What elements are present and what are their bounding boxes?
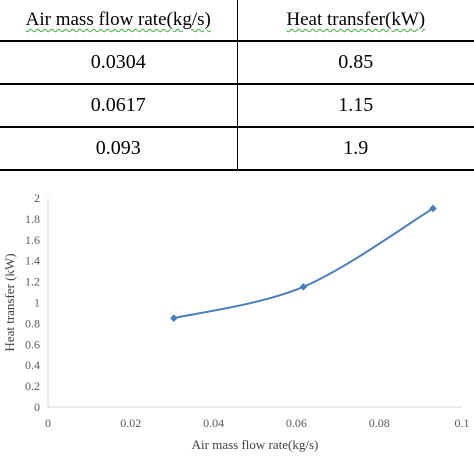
table-cell: 0.0304 xyxy=(0,41,237,85)
x-tick-label: 0 xyxy=(45,416,51,430)
table-cell: 1.9 xyxy=(236,127,474,171)
y-tick-label: 1.6 xyxy=(25,233,40,247)
x-tick-labels: 0 0.02 0.04 0.06 0.08 0.1 xyxy=(45,416,470,430)
x-tick-label: 0.08 xyxy=(369,416,390,430)
table-cell: 0.85 xyxy=(236,41,474,85)
table-cell: 0.093 xyxy=(0,127,237,171)
table-row: 0.093 1.9 xyxy=(0,127,474,171)
table-cell: 0.0617 xyxy=(0,84,237,128)
data-point xyxy=(170,314,178,322)
x-tick-label: 0.06 xyxy=(286,416,307,430)
x-tick-label: 0.04 xyxy=(203,416,224,430)
y-tick-label: 2 xyxy=(34,191,40,205)
y-tick-label: 1.8 xyxy=(25,212,40,226)
y-tick-label: 1 xyxy=(34,296,40,310)
series-layer xyxy=(170,204,437,322)
y-tick-label: 0.6 xyxy=(25,337,40,351)
table-row: 0.0617 1.15 xyxy=(0,84,474,128)
y-tick-label: 0.4 xyxy=(25,358,40,372)
header-heat-transfer: Heat transfer(kW) xyxy=(236,0,474,42)
x-tick-label: 0.02 xyxy=(120,416,141,430)
table-row: 0.0304 0.85 xyxy=(0,41,474,85)
data-table: Air mass flow rate(kg/s) Heat transfer(k… xyxy=(0,0,474,171)
y-axis-title: Heat transfer (kW) xyxy=(2,253,17,351)
table-header-row: Air mass flow rate(kg/s) Heat transfer(k… xyxy=(0,0,474,42)
header-air-mass-flow-rate: Air mass flow rate(kg/s) xyxy=(0,0,237,42)
x-axis-title: Air mass flow rate(kg/s) xyxy=(192,437,319,452)
y-tick-label: 0 xyxy=(34,400,40,414)
y-tick-label: 1.2 xyxy=(25,275,40,289)
line-chart: 0 0.2 0.4 0.6 0.8 1 1.2 1.4 1.6 1.8 2 0 0.02 0.04 0.0… xyxy=(2,191,470,452)
series-line xyxy=(173,207,434,320)
table-cell: 1.15 xyxy=(236,84,474,128)
y-tick-label: 1.4 xyxy=(25,254,40,268)
x-tick-label: 0.1 xyxy=(455,416,470,430)
y-tick-labels: 0 0.2 0.4 0.6 0.8 1 1.2 1.4 1.6 1.8 2 xyxy=(25,191,40,414)
data-point xyxy=(299,283,308,291)
y-tick-label: 0.2 xyxy=(25,379,40,393)
y-tick-label: 0.8 xyxy=(25,316,40,330)
